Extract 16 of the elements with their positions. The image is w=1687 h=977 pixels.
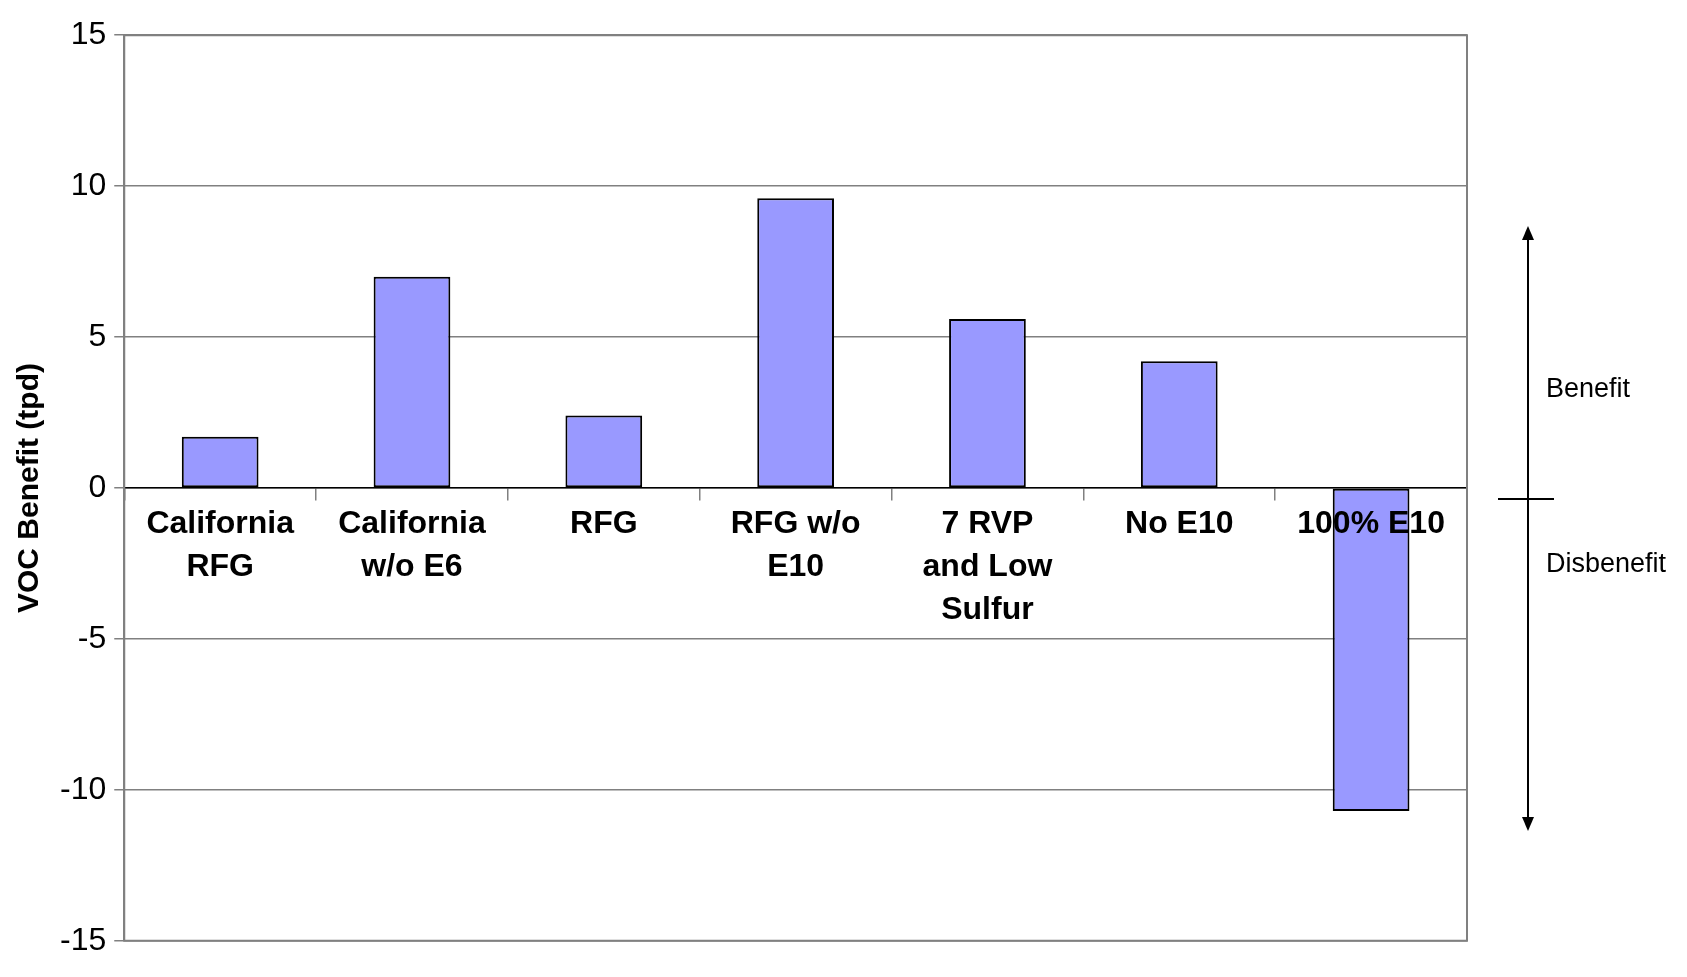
y-axis-title: VOC Benefit (tpd) [11,363,45,613]
y-tick-label: -5 [77,618,107,655]
x-tick-label: California RFG [146,503,295,583]
x-tick-label: No E10 [1125,503,1234,540]
y-tick-label: -10 [60,769,107,806]
text: Disbenefit [1546,548,1667,579]
y-tick-label: 0 [88,467,107,504]
y-tick-label: 10 [70,165,107,202]
y-tick-label: -15 [60,920,107,957]
y-tick-label: 5 [88,316,107,353]
x-tick-label: California w/o E6 [338,503,486,583]
x-tick-label: RFG w/o E10 [730,503,861,583]
text: Benefit [1546,373,1631,404]
x-tick-label: 7 RVP and Low Sulfur [922,503,1053,626]
y-tick-label: 15 [70,15,107,52]
x-tick-label: RFG [570,503,638,540]
